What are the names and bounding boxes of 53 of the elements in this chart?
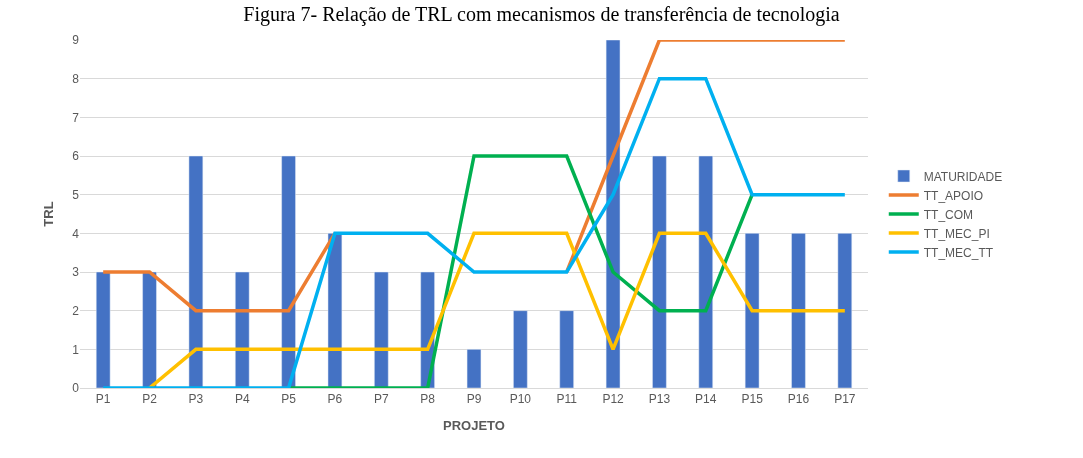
bar (142, 271, 157, 388)
x-tick-label: P11 (556, 392, 578, 407)
bar (744, 233, 760, 388)
y-tick-label: 6 (72, 149, 80, 164)
bar (374, 271, 389, 388)
y-tick-label: 7 (72, 110, 80, 125)
x-tick-label: P10 (509, 392, 532, 407)
legend-label: TT_APOIO (923, 188, 984, 203)
x-tick-label: P17 (834, 392, 856, 407)
y-axis-title: TRL (41, 201, 57, 227)
x-tick-label: P8 (420, 392, 436, 407)
bar (95, 271, 111, 388)
y-tick-label: 3 (72, 265, 80, 280)
x-tick-label: P4 (234, 392, 250, 407)
bar (281, 155, 296, 388)
x-tick-label: P12 (602, 392, 625, 407)
bar (652, 155, 667, 388)
x-tick-label: P7 (373, 392, 389, 407)
x-tick-label: P5 (281, 392, 297, 407)
bar (235, 271, 250, 388)
bar (559, 310, 574, 388)
bar (513, 310, 528, 388)
y-tick-label: 0 (72, 381, 80, 396)
x-tick-label: P2 (142, 392, 158, 407)
x-tick-label: P9 (466, 392, 482, 407)
legend-label: TT_MEC_PI (923, 226, 990, 241)
x-tick-label: P14 (695, 392, 717, 407)
bar (791, 233, 806, 388)
x-tick-label: P3 (188, 392, 204, 407)
bar (605, 40, 621, 388)
x-tick-label: P1 (95, 392, 111, 407)
chart-title: Figura 7- Relação de TRL com mecanismos de transferência de tecnologia (243, 2, 840, 26)
legend-label: MATURIDADE (923, 169, 1003, 184)
x-tick-label: P6 (327, 392, 343, 407)
y-tick-label: 5 (72, 187, 80, 202)
line-series (101, 76, 847, 388)
bar (698, 155, 713, 388)
y-tick-label: 4 (72, 226, 80, 241)
x-tick-label: P13 (648, 392, 671, 407)
bar (327, 233, 343, 388)
y-tick-label: 8 (72, 71, 80, 86)
y-tick-label: 2 (72, 303, 80, 318)
legend-label: TT_MEC_TT (923, 245, 994, 260)
bar (188, 155, 204, 388)
y-tick-label: 1 (72, 342, 80, 357)
bar (837, 233, 853, 388)
line-series (147, 231, 847, 388)
bar (466, 349, 482, 388)
x-tick-label: P15 (741, 392, 764, 407)
legend-label: TT_COM (923, 207, 974, 222)
y-tick-label: 9 (72, 33, 80, 48)
x-tick-label: P16 (787, 392, 810, 407)
x-axis-title: PROJETO (443, 418, 505, 433)
